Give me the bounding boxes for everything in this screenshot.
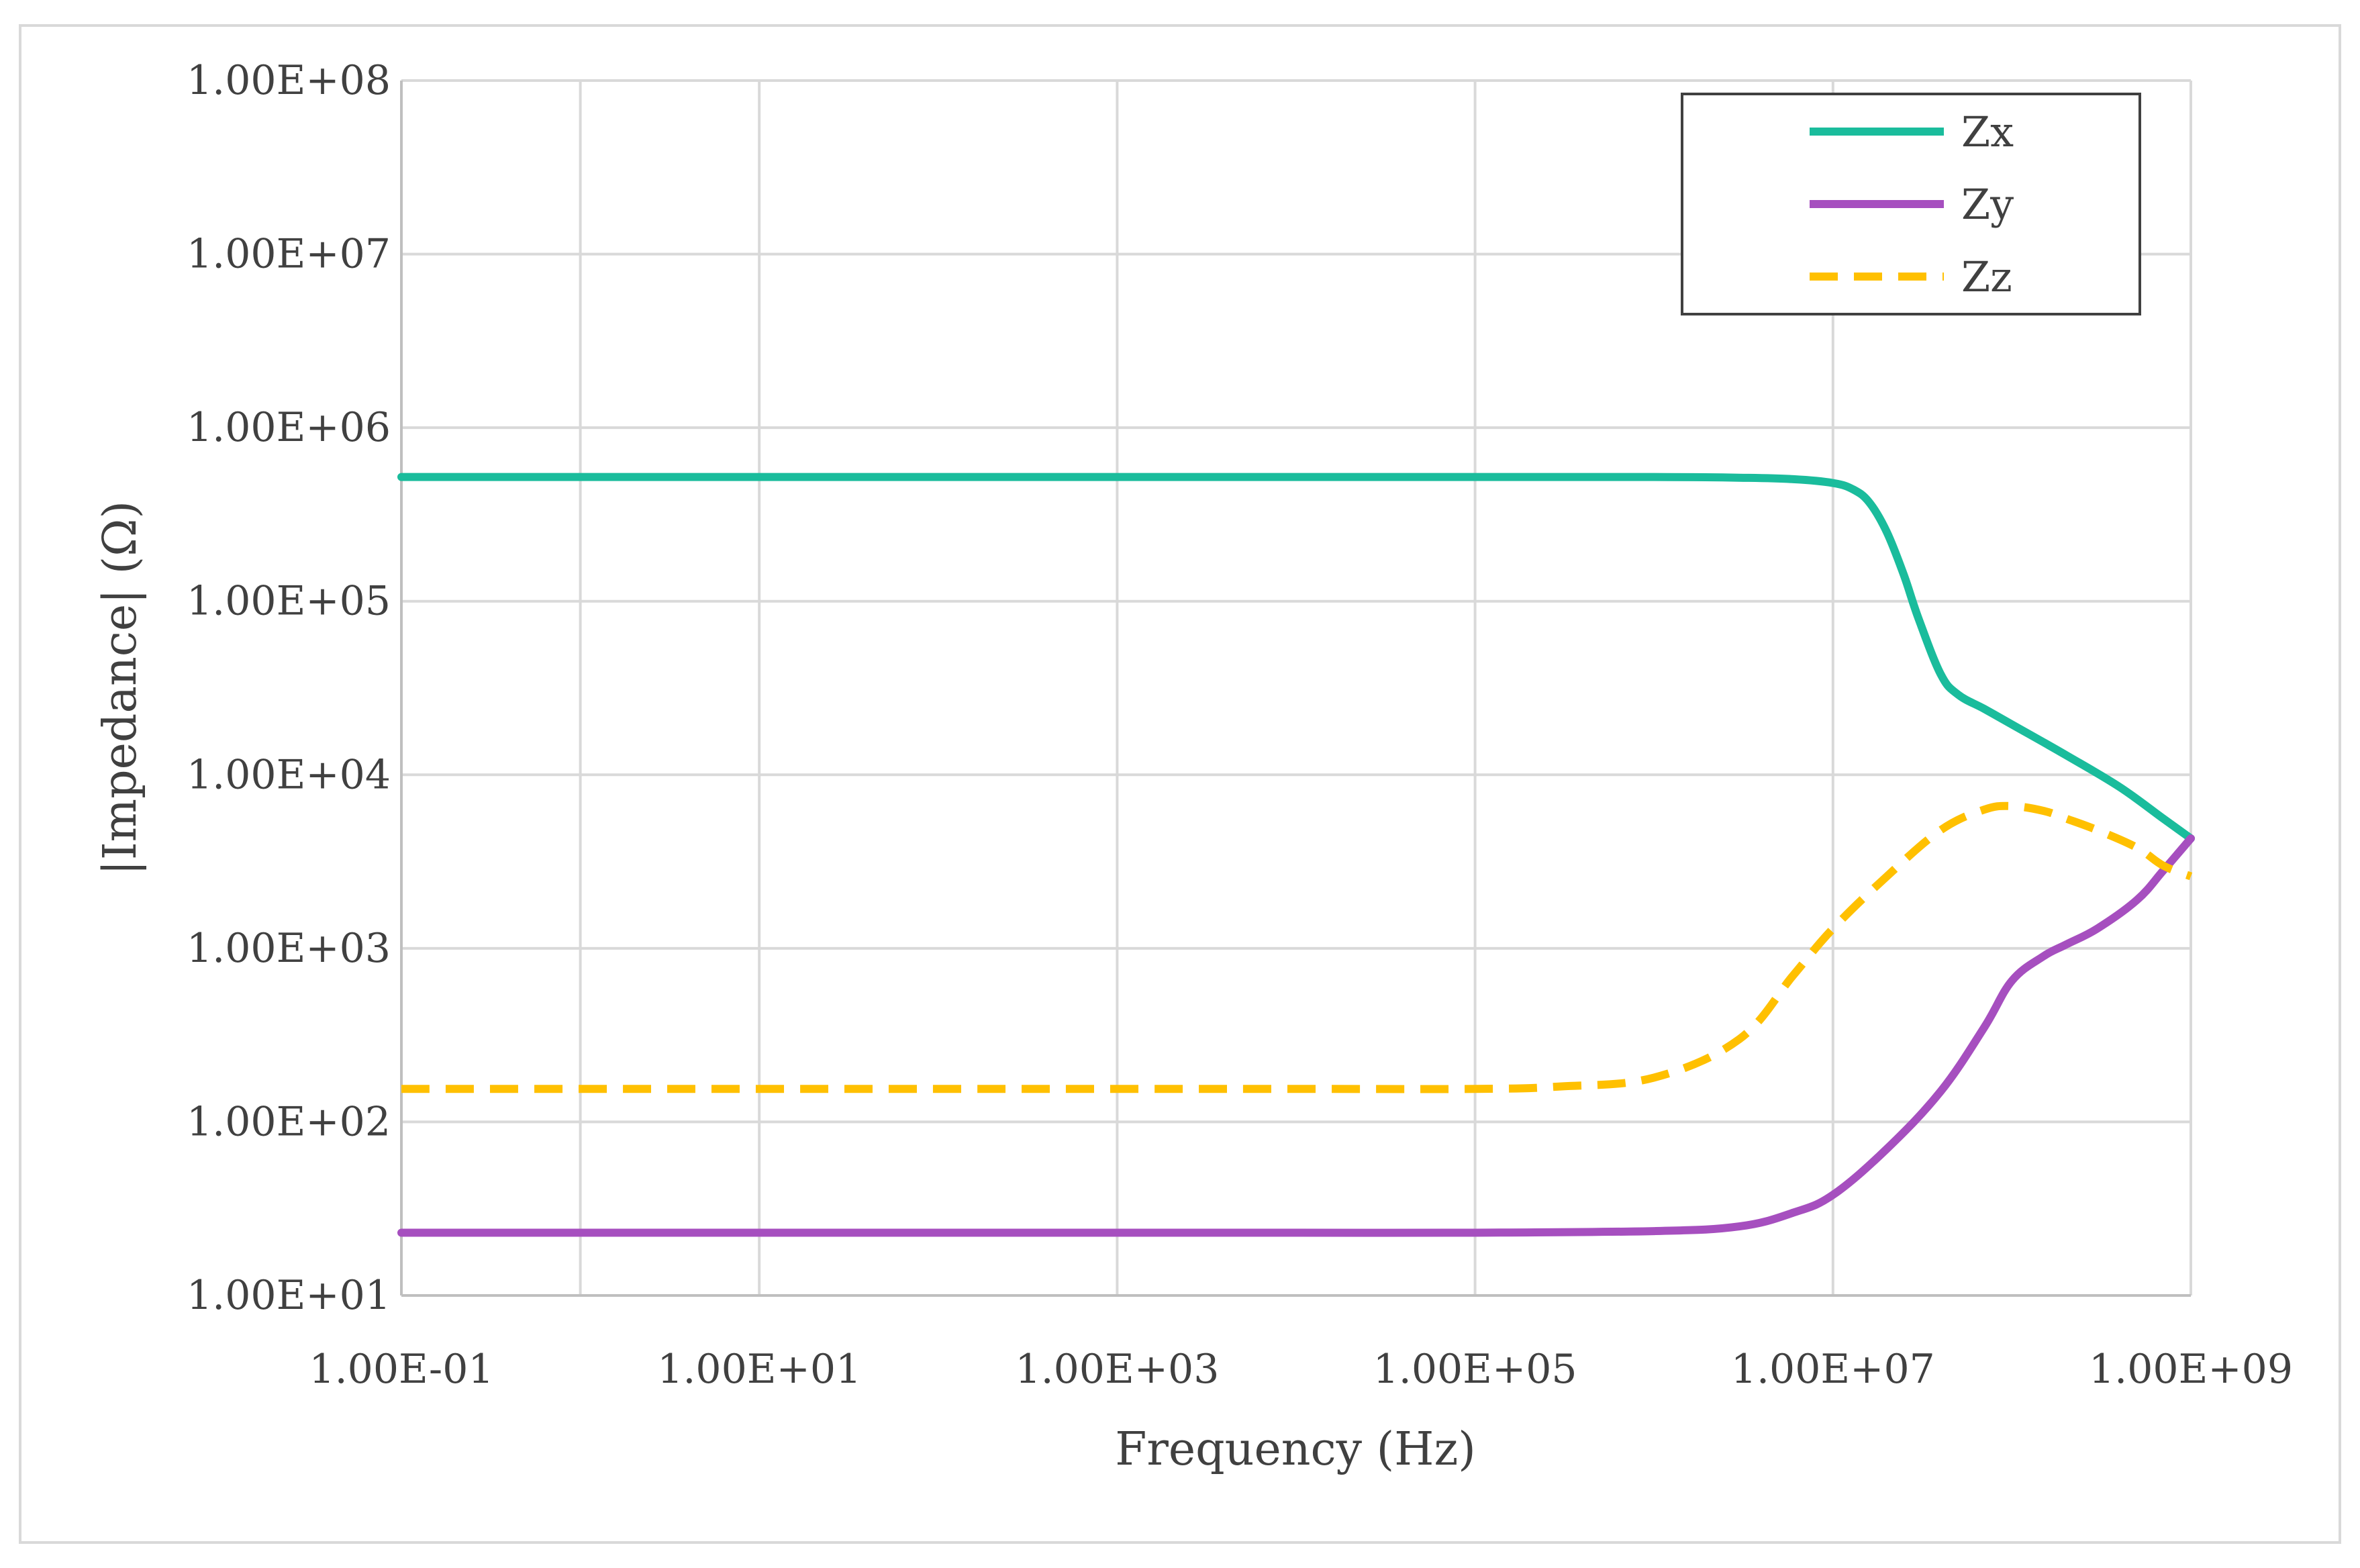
y-tick-label: 1.00E+08 xyxy=(187,57,391,104)
series-line-zy xyxy=(397,834,2195,1237)
y-tick-label: 1.00E+06 xyxy=(187,404,391,451)
y-tick-label: 1.00E+07 xyxy=(187,231,391,278)
y-tick-label: 1.00E+05 xyxy=(187,578,391,625)
x-tick-label: 1.00E+09 xyxy=(2089,1346,2293,1393)
x-tick-label: 1.00E+03 xyxy=(1015,1346,1219,1393)
y-tick-label: 1.00E+04 xyxy=(187,751,391,798)
x-tick-label: 1.00E+01 xyxy=(657,1346,861,1393)
legend-label-zy: Zy xyxy=(1961,180,2014,229)
y-tick-label: 1.00E+03 xyxy=(187,925,391,972)
series-lines xyxy=(397,473,2195,1237)
tick-labels: 1.00E-01 1.00E+01 1.00E+03 1.00E+05 1.00E+07… xyxy=(187,57,2293,1393)
series-line-zz xyxy=(401,801,2193,1093)
y-axis-title: |Impedance| (Ω) xyxy=(94,501,147,875)
series-line-zx xyxy=(397,473,2195,843)
y-tick-label: 1.00E+01 xyxy=(187,1272,391,1319)
x-tick-label: 1.00E-01 xyxy=(309,1346,493,1393)
legend-label-zz: Zz xyxy=(1961,252,2012,301)
x-tick-label: 1.00E+05 xyxy=(1373,1346,1577,1393)
legend: Zx Zy Zz xyxy=(1681,93,2141,315)
x-tick-label: 1.00E+07 xyxy=(1731,1346,1935,1393)
y-tick-label: 1.00E+02 xyxy=(187,1098,391,1145)
legend-label-zx: Zx xyxy=(1961,107,2014,156)
x-axis-title: Frequency (Hz) xyxy=(1115,1423,1476,1476)
